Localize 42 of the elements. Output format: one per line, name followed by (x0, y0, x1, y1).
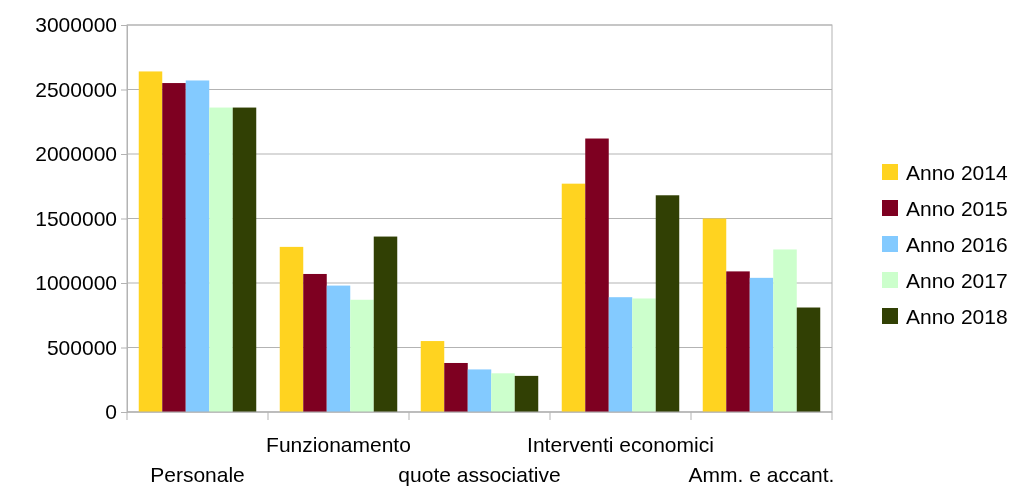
bar (232, 107, 257, 412)
legend-label: Anno 2016 (906, 233, 1008, 256)
bar (373, 236, 398, 412)
bar (773, 249, 797, 412)
legend-label: Anno 2018 (906, 305, 1008, 328)
y-tick-label: 0 (105, 400, 117, 424)
bar (138, 71, 163, 412)
y-tick-label: 2500000 (35, 77, 117, 101)
bar (726, 271, 750, 412)
x-tick-label: quote associative (398, 463, 561, 486)
bar (185, 80, 210, 412)
bar (514, 375, 539, 412)
x-tick-label: Funzionamento (266, 433, 411, 456)
bar (632, 298, 656, 412)
bar (608, 297, 633, 412)
y-tick-label: 3000000 (35, 13, 117, 37)
bar (162, 83, 186, 412)
bar (209, 107, 233, 412)
bar (444, 362, 468, 412)
y-tick-label: 1000000 (35, 271, 117, 295)
bar (561, 183, 586, 412)
legend-label: Anno 2017 (906, 269, 1008, 292)
bar (491, 373, 515, 412)
y-tick-label: 1500000 (35, 206, 117, 230)
bar (585, 138, 609, 412)
bar (303, 273, 327, 412)
y-tick-label: 500000 (46, 335, 117, 359)
x-tick-label: Amm. e accant. (688, 463, 835, 486)
legend-label: Anno 2014 (906, 161, 1008, 184)
x-tick-label: Interventi economici (527, 433, 714, 456)
bar (279, 246, 304, 412)
x-tick-label: Personale (150, 463, 245, 486)
legend-label: Anno 2015 (906, 197, 1008, 220)
bar (702, 218, 727, 412)
bar (467, 369, 492, 412)
bar (655, 195, 680, 412)
bar (420, 341, 445, 412)
bar (326, 285, 351, 412)
bar (350, 299, 374, 412)
y-tick-label: 2000000 (35, 142, 117, 166)
bar (796, 307, 821, 412)
bar (749, 277, 774, 412)
